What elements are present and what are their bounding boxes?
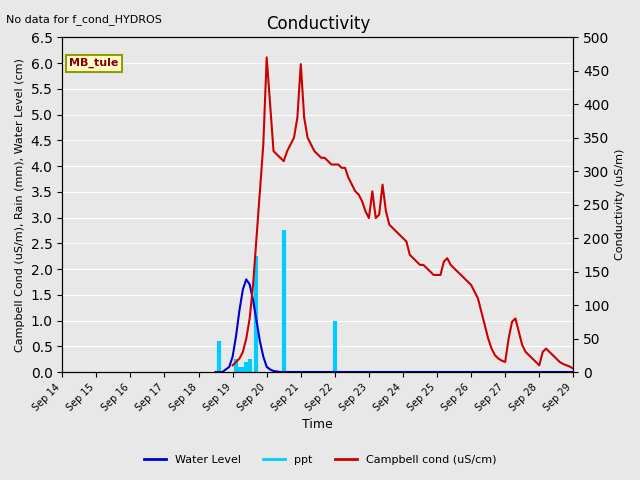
X-axis label: Time: Time [303,419,333,432]
Text: MB_tule: MB_tule [69,58,118,68]
Legend: Water Level, ppt, Campbell cond (uS/cm): Water Level, ppt, Campbell cond (uS/cm) [140,451,500,469]
Y-axis label: Conductivity (uS/m): Conductivity (uS/m) [615,149,625,260]
Text: No data for f_cond_HYDROS: No data for f_cond_HYDROS [6,14,163,25]
Title: Conductivity: Conductivity [266,15,370,33]
Y-axis label: Campbell Cond (uS/m), Rain (mm), Water Level (cm): Campbell Cond (uS/m), Rain (mm), Water L… [15,58,25,352]
